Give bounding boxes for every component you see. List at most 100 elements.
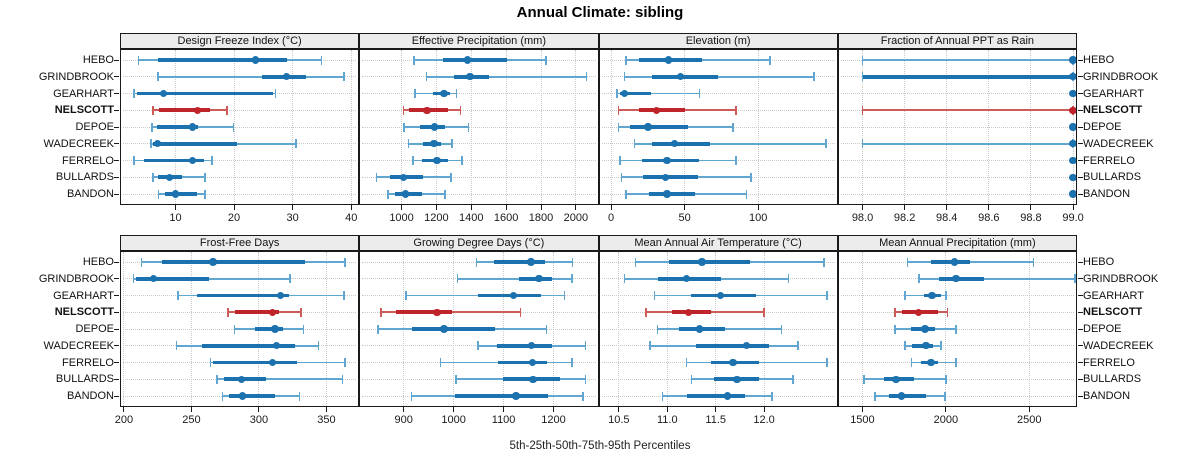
median-dot — [237, 375, 246, 383]
whisker-cap-low — [623, 274, 626, 284]
whisker-cap-high — [571, 257, 574, 267]
median-dot — [529, 375, 537, 383]
median-dot — [165, 173, 174, 181]
whisker-cap-high — [945, 291, 947, 300]
axis-tick-label: 250 — [182, 414, 201, 426]
site-label-right: GEARHART — [1083, 289, 1144, 302]
median-dot — [682, 275, 691, 283]
axis-tick-label: 98.6 — [978, 212, 1000, 224]
whisker-cap-high — [450, 172, 452, 182]
whisker-cap-low — [410, 391, 413, 401]
axis-tick-label: 1200 — [541, 414, 566, 426]
y-axis-tick — [1078, 109, 1083, 111]
y-axis-tick — [1078, 311, 1083, 313]
median-dot — [527, 258, 535, 266]
panel-plot — [837, 251, 1077, 407]
row-guide — [840, 295, 1074, 296]
median-dot — [723, 392, 731, 400]
whisker-line — [624, 75, 815, 78]
row-guide — [362, 160, 596, 161]
y-axis-tick — [114, 328, 119, 330]
axis-tick-label: 2000 — [563, 212, 589, 224]
whisker-line — [907, 261, 1034, 263]
whisker-line — [457, 277, 573, 280]
whisker-cap-low — [904, 291, 906, 300]
iqr-bar — [686, 394, 745, 398]
whisker-cap-low — [152, 105, 154, 115]
whisker-cap-low — [439, 358, 442, 367]
whisker-cap-low — [861, 105, 864, 115]
axis-tick — [1028, 407, 1030, 412]
median-dot — [527, 342, 536, 350]
y-axis-tick — [114, 278, 119, 280]
whisker-cap-high — [732, 122, 734, 132]
site-label-left: DEPOE — [75, 323, 114, 335]
site-label-right: DEPOE — [1083, 121, 1122, 133]
y-axis-tick — [1078, 59, 1083, 61]
iqr-bar — [234, 310, 280, 315]
whisker-cap-low — [918, 274, 920, 284]
whisker-cap-high — [813, 72, 815, 82]
whisker-line — [862, 142, 1074, 145]
whisker-cap-low — [152, 172, 154, 182]
iqr-bar — [496, 343, 552, 348]
row-guide — [840, 378, 1074, 380]
whisker-cap-high — [344, 358, 347, 367]
whisker-cap-high — [750, 172, 752, 182]
whisker-cap-high — [299, 307, 302, 317]
median-dot — [1069, 173, 1076, 181]
site-label-right: GRINDBROOK — [1083, 70, 1159, 83]
row-guide — [362, 93, 596, 94]
whisker-cap-high — [302, 324, 305, 334]
whisker-cap-high — [1032, 257, 1035, 267]
row-guide — [840, 126, 1074, 128]
whisker-cap-low — [403, 122, 405, 132]
axis-tick — [988, 205, 990, 210]
median-dot — [1069, 73, 1076, 81]
whisker-cap-low — [649, 341, 651, 351]
median-dot — [423, 106, 431, 114]
axis-tick-label: 98.0 — [851, 212, 874, 224]
whisker-cap-high — [745, 189, 748, 199]
axis-tick — [401, 205, 403, 210]
axis-tick — [763, 407, 765, 412]
axis-tick-label: 900 — [394, 414, 413, 426]
median-dot — [653, 106, 661, 114]
panel-strip-title: Design Freeze Index (°C) — [120, 33, 360, 49]
y-axis-tick — [1078, 126, 1083, 128]
axis-tick-label: 1500 — [850, 414, 875, 426]
median-dot — [670, 140, 679, 148]
axis-tick — [715, 407, 717, 412]
median-dot — [276, 291, 285, 300]
row-guide — [123, 160, 357, 161]
row-guide — [123, 176, 357, 178]
whisker-cap-low — [863, 374, 865, 384]
median-dot — [153, 140, 161, 148]
axis-tick-label: 50 — [678, 212, 691, 224]
panel-plot — [120, 251, 360, 407]
whisker-cap-high — [571, 358, 573, 367]
y-axis-tick — [1078, 378, 1083, 380]
site-label-left: GEARHART — [53, 87, 114, 100]
row-guide — [601, 93, 835, 94]
row-guide — [840, 193, 1074, 195]
whisker-cap-high — [825, 139, 827, 149]
median-dot — [1069, 140, 1076, 148]
whisker-cap-high — [459, 105, 462, 115]
whisker-cap-low — [861, 55, 864, 65]
whisker-cap-low — [874, 391, 876, 401]
axis-tick — [540, 205, 542, 210]
axis-tick-label: 98.8 — [1020, 212, 1042, 224]
whisker-cap-high — [455, 89, 458, 98]
whisker-cap-low — [619, 156, 621, 165]
median-dot — [271, 325, 279, 333]
axis-tick — [946, 205, 948, 210]
iqr-bar — [930, 260, 971, 264]
whisker-cap-high — [203, 189, 206, 199]
iqr-bar — [159, 108, 211, 113]
whisker-cap-low — [413, 55, 416, 65]
axis-tick-label: 1000 — [441, 414, 466, 426]
row-guide — [123, 126, 357, 128]
row-guide — [840, 328, 1074, 330]
panel-strip-title: Growing Degree Days (°C) — [359, 235, 599, 251]
